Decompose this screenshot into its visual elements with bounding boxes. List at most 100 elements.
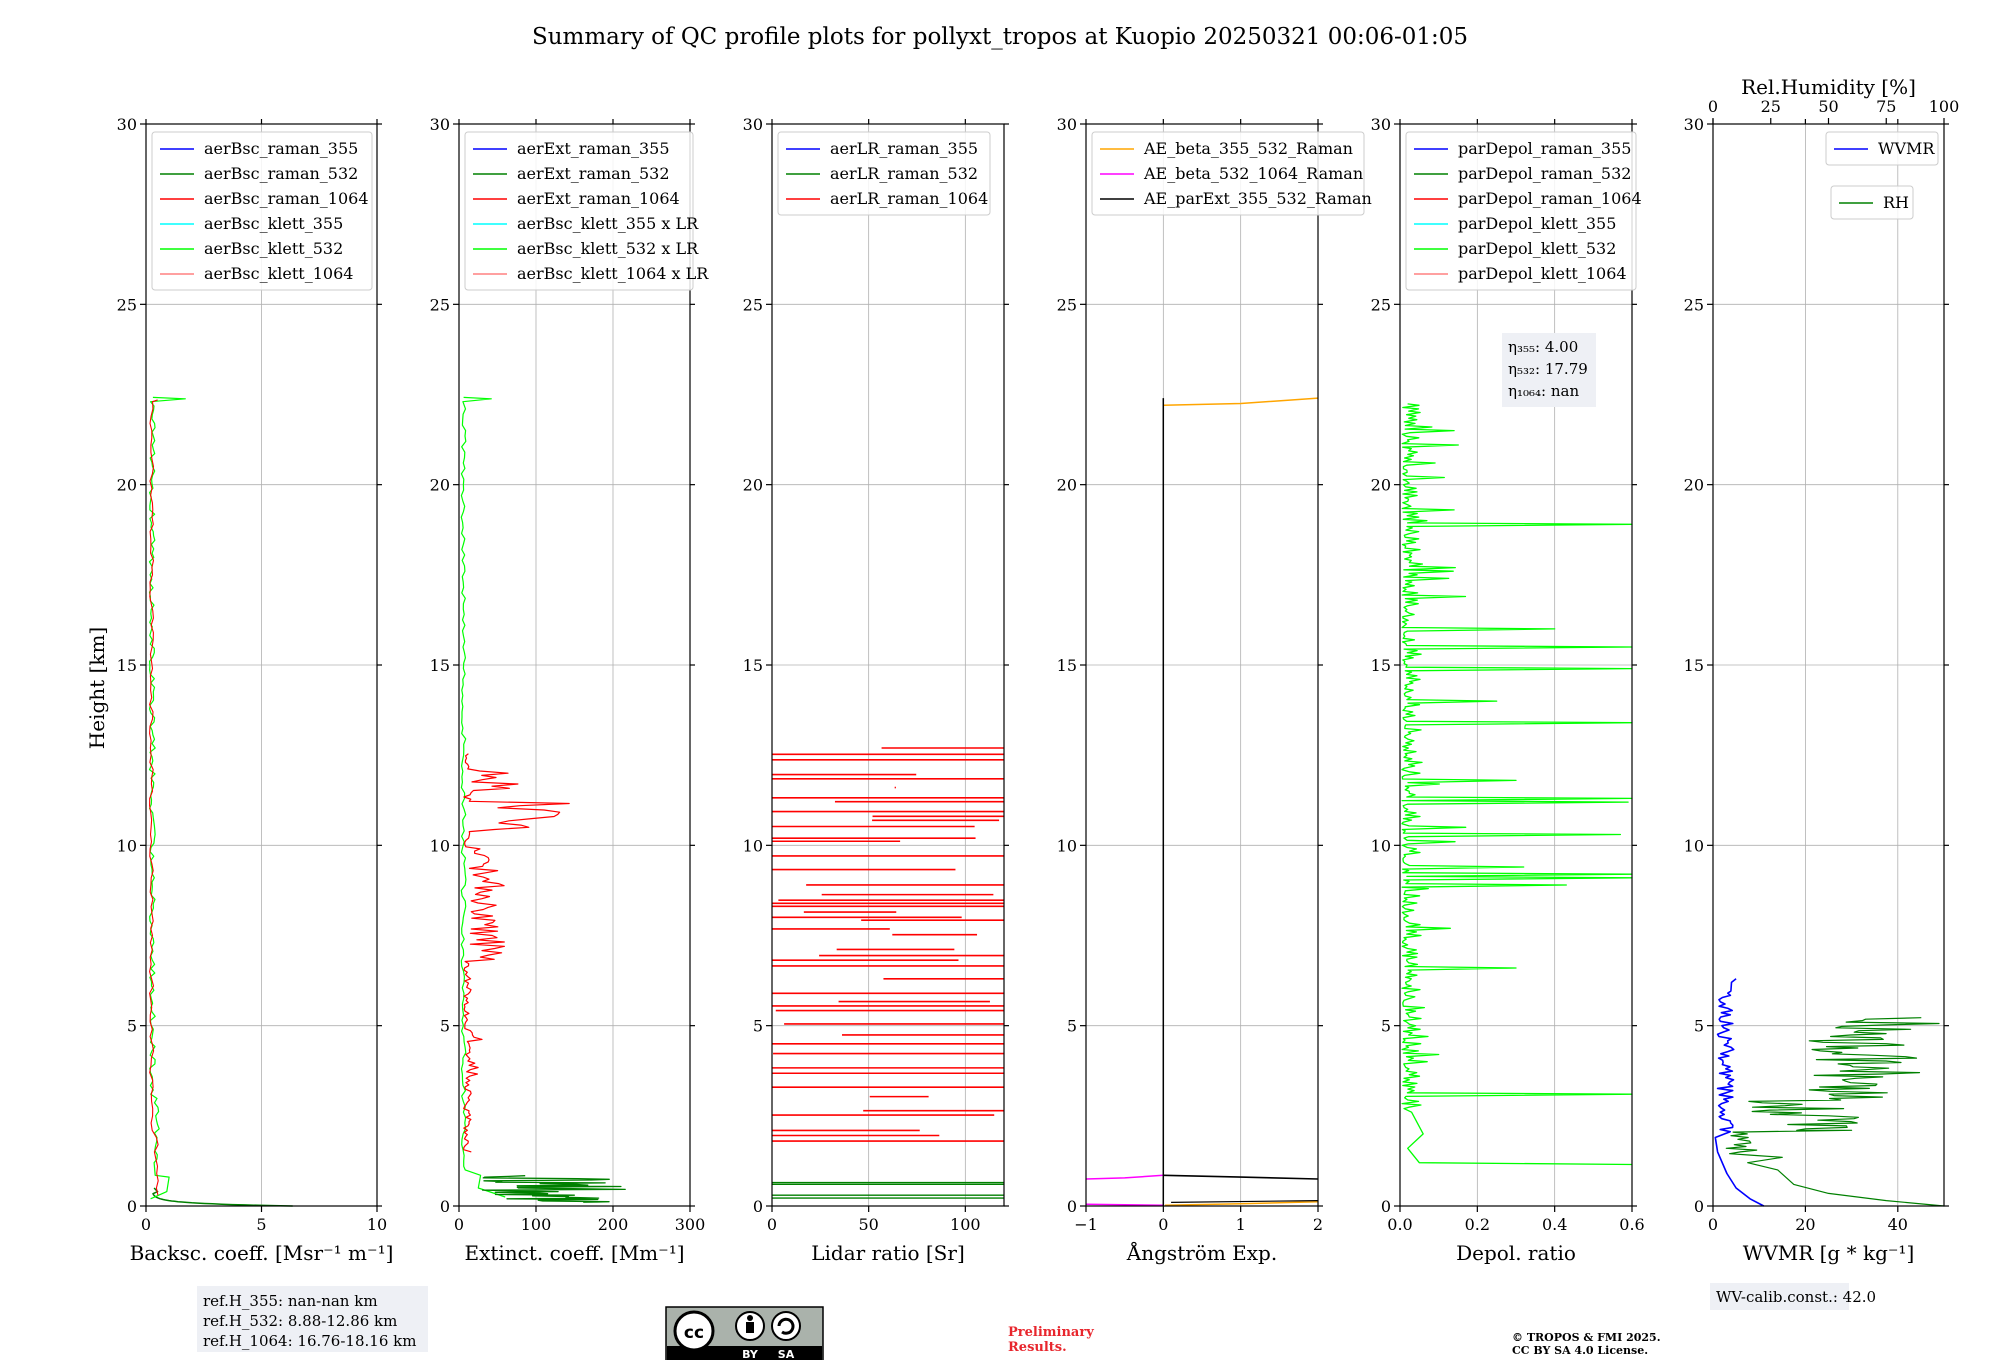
y-tick-label: 5 — [1067, 1017, 1077, 1036]
x-axis-label: Depol. ratio — [1456, 1241, 1576, 1265]
license-line: CC BY SA 4.0 License. — [1512, 1344, 1648, 1357]
figure-title: Summary of QC profile plots for pollyxt_… — [532, 24, 1468, 50]
legend-frame — [1091, 131, 1365, 216]
plot-area-dep: η₃₅₅: 4.00 η₅₃₂: 17.79 η₁₀₆₄: nan — [1401, 333, 1633, 1166]
x-tick-label: 0 — [767, 1215, 777, 1234]
y-tick-label: 30 — [117, 115, 137, 134]
legend-entry: aerBsc_raman_355 — [204, 139, 358, 158]
y-tick-label: 0 — [440, 1197, 450, 1216]
x-axis-label: Lidar ratio [Sr] — [811, 1241, 965, 1265]
legend-entry: parDepol_raman_1064 — [1458, 189, 1642, 208]
license-badge: cc BY SA — [665, 1306, 824, 1360]
legend-entry: aerBsc_klett_1064 x LR — [517, 264, 709, 283]
series-wvmr — [1714, 978, 1765, 1207]
y-tick-label: 15 — [1057, 656, 1077, 675]
y-tick-label: 20 — [1684, 476, 1704, 495]
y-tick-label: 0 — [127, 1197, 137, 1216]
x-tick-label: 40 — [1888, 1215, 1908, 1234]
y-tick-label: 25 — [117, 295, 137, 314]
y-tick-label: 30 — [1371, 115, 1391, 134]
legend-entry: parDepol_raman_355 — [1458, 139, 1631, 158]
y-tick-label: 5 — [127, 1017, 137, 1036]
x-tick-label: 0 — [454, 1215, 464, 1234]
x-tick-label: 10 — [367, 1215, 387, 1234]
legend-entry: WVMR — [1878, 139, 1935, 158]
plot-area-lr — [772, 747, 1004, 1199]
copyright-line: © TROPOS & FMI 2025. — [1512, 1331, 1661, 1344]
y-tick-label: 30 — [743, 115, 763, 134]
legend-frame — [464, 131, 694, 291]
legend-dep: parDepol_raman_355 parDepol_raman_532 parD… — [1405, 131, 1642, 291]
x-tick-label: 100 — [521, 1215, 552, 1234]
series-rh — [1725, 1017, 1945, 1207]
y-tick-label: 20 — [1371, 476, 1391, 495]
legend-entry: AE_beta_355_532_Raman — [1143, 139, 1353, 158]
y-tick-label: 10 — [117, 836, 137, 855]
series-pardepol-klett-532 — [1401, 403, 1633, 1166]
x-tick-label: 100 — [950, 1215, 981, 1234]
legend-entry: parDepol_klett_532 — [1458, 239, 1616, 258]
legend-entry: aerExt_raman_532 — [517, 164, 670, 183]
y-tick-label: 15 — [117, 656, 137, 675]
plot-area-wv — [1714, 978, 1945, 1207]
legend-entry: parDepol_klett_355 — [1458, 214, 1616, 233]
eta-line-0: η₃₅₅: 4.00 — [1508, 338, 1578, 356]
ref-h-532: ref.H_532: 8.88-12.86 km — [203, 1312, 397, 1330]
x-tick-label: 200 — [598, 1215, 629, 1234]
legend-entry: aerBsc_klett_1064 — [204, 264, 353, 283]
series-ae-parext-low — [1171, 1200, 1319, 1203]
share-alike-icon — [771, 1311, 801, 1341]
legend-entry: aerBsc_klett_355 x LR — [517, 214, 699, 233]
x-tick-label: 5 — [256, 1215, 266, 1234]
legend-entry: parDepol_raman_532 — [1458, 164, 1631, 183]
x-tick-label: −1 — [1074, 1215, 1098, 1234]
panel-bsc: 0 5 10 15 20 25 30 0 5 10 Backsc. coeff. [Msr⁻¹ m⁻… — [117, 115, 394, 1265]
legend-entry: aerLR_raman_1064 — [830, 189, 988, 208]
legend-entry: aerLR_raman_355 — [830, 139, 978, 158]
legend-rh: RH — [1830, 185, 1914, 220]
ref-height-box: ref.H_355: nan-nan km ref.H_532: 8.88-12… — [197, 1286, 428, 1352]
legend-frame — [1825, 131, 1939, 166]
ref-h-1064: ref.H_1064: 16.76-18.16 km — [203, 1332, 416, 1350]
eta-line-1: η₅₃₂: 17.79 — [1508, 360, 1588, 378]
eta-box: η₃₅₅: 4.00 η₅₃₂: 17.79 η₁₀₆₄: nan — [1502, 333, 1596, 407]
y-tick-label: 10 — [1371, 836, 1391, 855]
top-x-tick-label: 25 — [1761, 97, 1781, 116]
by-label: BY — [742, 1348, 759, 1360]
y-tick-label: 30 — [430, 115, 450, 134]
x-tick-label: 0 — [141, 1215, 151, 1234]
legend-lr: aerLR_raman_355 aerLR_raman_532 aerLR_rama… — [777, 131, 991, 216]
legend-entry: aerBsc_raman_1064 — [204, 189, 369, 208]
panel-lr: 0 5 10 15 20 25 30 0 50 100 Lidar ratio [Sr] aerLR_… — [743, 115, 1009, 1265]
y-tick-label: 25 — [1684, 295, 1704, 314]
legend-entry: AE_beta_532_1064_Raman — [1143, 164, 1363, 183]
series-aerext-raman-532 — [481, 1175, 626, 1204]
x-tick-label: 0 — [1158, 1215, 1168, 1234]
y-tick-label: 5 — [440, 1017, 450, 1036]
series-aerext-raman-1064 — [463, 753, 570, 1153]
legend-entry: aerLR_raman_532 — [830, 164, 978, 183]
y-tick-label: 25 — [430, 295, 450, 314]
results-text: Results. — [1008, 1340, 1067, 1355]
legend-entry: aerBsc_klett_532 — [204, 239, 343, 258]
y-tick-label: 20 — [1057, 476, 1077, 495]
series-ae-beta-355-532 — [1163, 397, 1319, 407]
legend-entry: aerBsc_raman_532 — [204, 164, 358, 183]
plot-area-ext — [460, 396, 626, 1204]
eta-box-frame — [1502, 333, 1596, 407]
y-tick-label: 5 — [753, 1017, 763, 1036]
y-tick-label: 20 — [430, 476, 450, 495]
legend-ext: aerExt_raman_355 aerExt_raman_532 aerExt_r… — [464, 131, 709, 291]
y-tick-label: 5 — [1694, 1017, 1704, 1036]
y-tick-label: 0 — [1381, 1197, 1391, 1216]
y-tick-label: 10 — [1057, 836, 1077, 855]
y-tick-label: 25 — [1371, 295, 1391, 314]
x-axis-label: Backsc. coeff. [Msr⁻¹ m⁻¹] — [130, 1241, 394, 1265]
legend-frame — [1405, 131, 1637, 291]
top-x-tick-label: 0 — [1708, 97, 1718, 116]
series-ae-beta-532-1064-low — [1085, 1203, 1164, 1207]
legend-entry: RH — [1883, 193, 1909, 212]
